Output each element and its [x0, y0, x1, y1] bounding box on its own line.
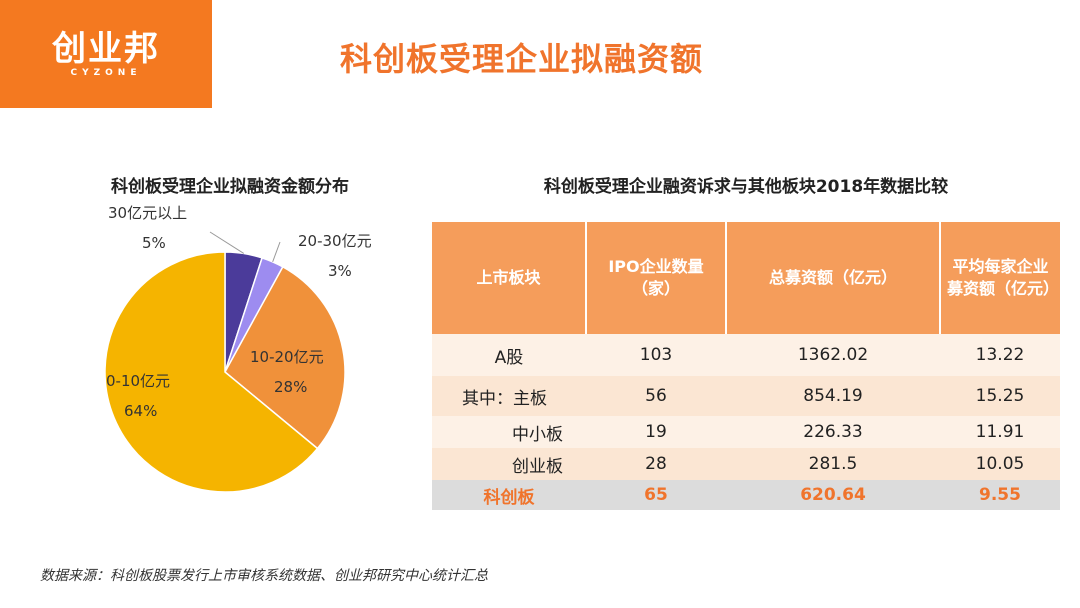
- table-cell: 28: [586, 448, 726, 480]
- pie-label-0-10: 0-10亿元 64%: [106, 366, 170, 426]
- table-cell: 19: [586, 416, 726, 448]
- pie-category-label: 0-10亿元: [106, 372, 171, 390]
- table-cell: 中小板: [432, 416, 586, 448]
- table-row: 其中：主板 56 854.19 15.25: [432, 376, 1060, 416]
- header-cell: 总募资额（亿元）: [725, 222, 940, 334]
- table-cell: 创业板: [432, 448, 586, 480]
- table-cell: 65: [586, 480, 726, 510]
- table-cell: 620.64: [726, 480, 940, 510]
- table-cell: 56: [586, 376, 726, 416]
- logo-subtext: CYZONE: [70, 67, 142, 78]
- table-cell: 10.05: [940, 448, 1060, 480]
- logo-text: 创业邦: [52, 28, 160, 69]
- pie-label-10-20: 10-20亿元 28%: [250, 342, 324, 402]
- pie-leader-line: [272, 241, 281, 263]
- header-cell: 平均每家企业募资额（亿元）: [939, 222, 1060, 334]
- table-row: 中小板 19 226.33 11.91: [432, 416, 1060, 448]
- pie-percent-label: 64%: [124, 402, 158, 420]
- pie-category-label: 20-30亿元: [298, 232, 372, 250]
- pie-percent-label: 3%: [328, 262, 352, 280]
- table-cell: 其中：主板: [432, 376, 586, 416]
- table-cell: A股: [432, 334, 586, 376]
- pie-label-20-30: 20-30亿元 3%: [298, 226, 372, 286]
- table-cell: 11.91: [940, 416, 1060, 448]
- brand-logo: 创业邦 CYZONE: [0, 0, 212, 108]
- pie-percent-label: 28%: [274, 378, 308, 396]
- table-cell: 15.25: [940, 376, 1060, 416]
- header-cell: IPO企业数量（家）: [585, 222, 726, 334]
- table-row-highlight: 科创板 65 620.64 9.55: [432, 480, 1060, 510]
- pie-leader-line: [209, 231, 245, 254]
- header-cell: 上市板块: [432, 222, 586, 334]
- table-cell: 103: [586, 334, 726, 376]
- pie-slice-10-20: [224, 265, 346, 450]
- table-cell: 1362.02: [726, 334, 940, 376]
- pie-label-30plus: 30亿元以上 5%: [108, 198, 187, 258]
- pie-category-label: 30亿元以上: [108, 204, 188, 222]
- source-note: 数据来源：科创板股票发行上市审核系统数据、创业邦研究中心统计汇总: [40, 568, 488, 584]
- comparison-table: 上市板块 IPO企业数量（家） 总募资额（亿元） 平均每家企业募资额（亿元） A…: [432, 222, 1060, 510]
- table-title: 科创板受理企业融资诉求与其他板块2018年数据比较: [543, 177, 949, 197]
- pie-chart-title: 科创板受理企业拟融资金额分布: [111, 177, 349, 197]
- table-cell: 科创板: [432, 480, 586, 510]
- table-cell: 854.19: [726, 376, 940, 416]
- table-cell: 13.22: [940, 334, 1060, 376]
- page-title: 科创板受理企业拟融资额: [340, 40, 704, 78]
- table-row: A股 103 1362.02 13.22: [432, 334, 1060, 376]
- pie-category-label: 10-20亿元: [250, 348, 324, 366]
- table-cell: 281.5: [726, 448, 940, 480]
- pie-chart: [104, 231, 346, 493]
- table-header-row: 上市板块 IPO企业数量（家） 总募资额（亿元） 平均每家企业募资额（亿元）: [432, 222, 1060, 334]
- pie-slice-0-10: [104, 251, 319, 493]
- table-row: 创业板 28 281.5 10.05: [432, 448, 1060, 480]
- table-cell: 9.55: [940, 480, 1060, 510]
- pie-percent-label: 5%: [142, 234, 166, 252]
- table-cell: 226.33: [726, 416, 940, 448]
